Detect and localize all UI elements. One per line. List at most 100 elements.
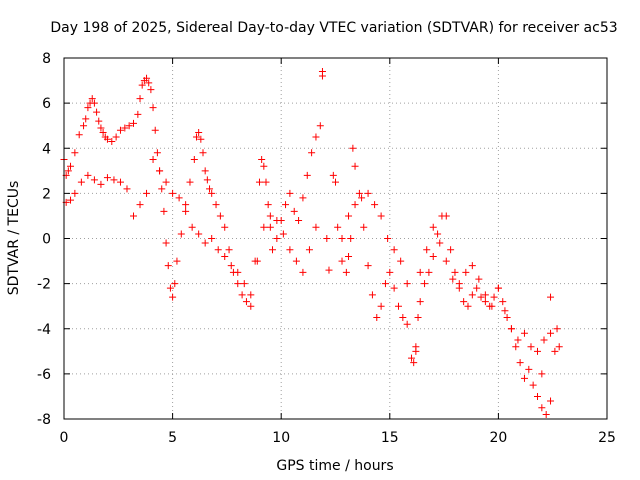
data-point [473, 284, 481, 292]
data-point [455, 284, 463, 292]
data-point [206, 185, 214, 193]
data-point [110, 176, 118, 184]
data-point [160, 207, 168, 215]
data-point [345, 212, 353, 220]
data-point [312, 223, 320, 231]
data-point [240, 280, 248, 288]
data-point [138, 81, 146, 89]
y-axis-label: SDTVAR / TECUs [6, 181, 22, 296]
data-point [414, 313, 422, 321]
plot-frame [63, 57, 608, 420]
data-point [533, 392, 541, 400]
data-point [266, 223, 274, 231]
y-tick-label: -8 [37, 412, 51, 428]
data-point [164, 262, 172, 270]
data-point [520, 329, 528, 337]
data-point [134, 110, 142, 118]
data-point [199, 149, 207, 157]
data-point [351, 162, 359, 170]
data-point [347, 235, 355, 242]
data-point [266, 212, 274, 220]
data-point [364, 189, 372, 197]
data-point [325, 266, 333, 274]
data-point [462, 268, 470, 276]
data-point [71, 149, 79, 157]
data-point [527, 343, 535, 351]
data-point [290, 207, 298, 215]
data-point [182, 207, 190, 215]
data-point [399, 313, 407, 321]
data-point [90, 99, 98, 107]
data-point [355, 189, 363, 197]
data-point [386, 268, 394, 276]
data-point [403, 320, 411, 328]
data-point [332, 178, 339, 186]
data-point [292, 257, 300, 265]
data-point [197, 135, 205, 143]
data-point [442, 257, 450, 265]
data-point [436, 239, 444, 247]
data-point [516, 359, 524, 367]
chart-title: Day 198 of 2025, Sidereal Day-to-day VTE… [50, 20, 617, 36]
data-point [103, 135, 111, 143]
data-point [153, 149, 161, 157]
y-tick-label: 0 [42, 232, 51, 248]
data-point [282, 201, 290, 209]
data-point [423, 246, 431, 254]
data-point [547, 397, 555, 405]
data-points [60, 68, 563, 418]
y-tick-label: -4 [37, 322, 51, 338]
data-point [279, 230, 287, 238]
data-point [529, 381, 537, 389]
data-point [225, 246, 233, 254]
data-point [88, 95, 96, 103]
data-point [360, 223, 368, 231]
data-point [169, 189, 177, 197]
data-point [514, 336, 522, 344]
grid [64, 58, 607, 419]
data-point [449, 275, 457, 283]
data-point [260, 162, 268, 170]
data-point [93, 108, 101, 116]
data-point [295, 216, 303, 224]
data-point [90, 176, 98, 184]
data-point [175, 194, 183, 202]
data-point [316, 122, 324, 130]
data-point [143, 74, 151, 82]
data-point [286, 189, 294, 197]
data-point [460, 298, 468, 306]
data-point [381, 280, 389, 288]
data-point [494, 284, 502, 292]
y-tick-label: -2 [37, 277, 51, 293]
data-point [162, 239, 170, 247]
data-point [507, 325, 515, 333]
data-point [162, 178, 170, 186]
data-point [403, 280, 411, 288]
data-point [67, 196, 75, 204]
data-point [71, 189, 79, 197]
data-point [195, 128, 203, 136]
data-point [538, 370, 546, 378]
data-point [108, 137, 116, 145]
data-point [186, 178, 194, 186]
y-tick-label: 2 [42, 186, 51, 202]
data-point [238, 291, 246, 299]
data-point [410, 359, 418, 367]
data-point [490, 293, 498, 301]
data-point [173, 257, 181, 265]
data-point [195, 230, 203, 238]
data-point [149, 104, 157, 112]
data-point [208, 235, 216, 242]
data-point [112, 133, 120, 141]
data-point [364, 262, 372, 270]
data-point [136, 95, 144, 103]
data-point [125, 122, 133, 130]
data-point [286, 246, 294, 254]
data-point [84, 171, 92, 179]
data-point [192, 133, 200, 141]
data-point [247, 291, 255, 299]
data-point [190, 156, 198, 164]
data-point [95, 117, 103, 125]
data-point [390, 284, 398, 292]
